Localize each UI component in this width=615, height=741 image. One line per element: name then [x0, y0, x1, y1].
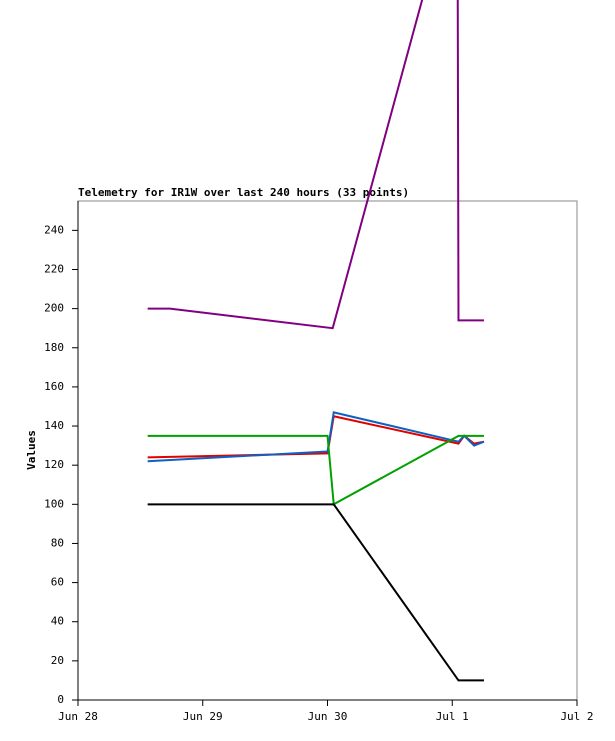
x-tick-label: Jul 1	[436, 710, 469, 723]
series-line	[147, 415, 485, 459]
y-tick-label: 80	[51, 536, 64, 549]
y-tick-label: 100	[44, 497, 64, 510]
y-tick-label: 20	[51, 654, 64, 667]
series-line	[147, 434, 484, 506]
chart-title: Telemetry for IR1W over last 240 hours (…	[78, 186, 409, 199]
y-tick-label: 180	[44, 341, 64, 354]
y-tick-label: 40	[51, 615, 64, 628]
y-tick-label: 160	[44, 380, 64, 393]
y-tick-label: 120	[44, 458, 64, 471]
y-axis-label: Values	[25, 430, 38, 470]
y-tick-label: 220	[44, 262, 64, 275]
y-tick-label: 140	[44, 419, 64, 432]
y-tick-label: 60	[51, 576, 64, 589]
series-line	[147, 411, 485, 463]
x-tick-label: Jun 29	[183, 710, 223, 723]
x-tick-label: Jun 30	[308, 710, 348, 723]
x-tick-label: Jul 2	[560, 710, 593, 723]
x-tick-label: Jun 28	[58, 710, 98, 723]
y-tick-label: 240	[44, 223, 64, 236]
y-tick-label: 0	[57, 693, 64, 706]
y-tick-label: 200	[44, 302, 64, 315]
series-line	[147, 503, 484, 682]
series-line	[147, 0, 484, 330]
